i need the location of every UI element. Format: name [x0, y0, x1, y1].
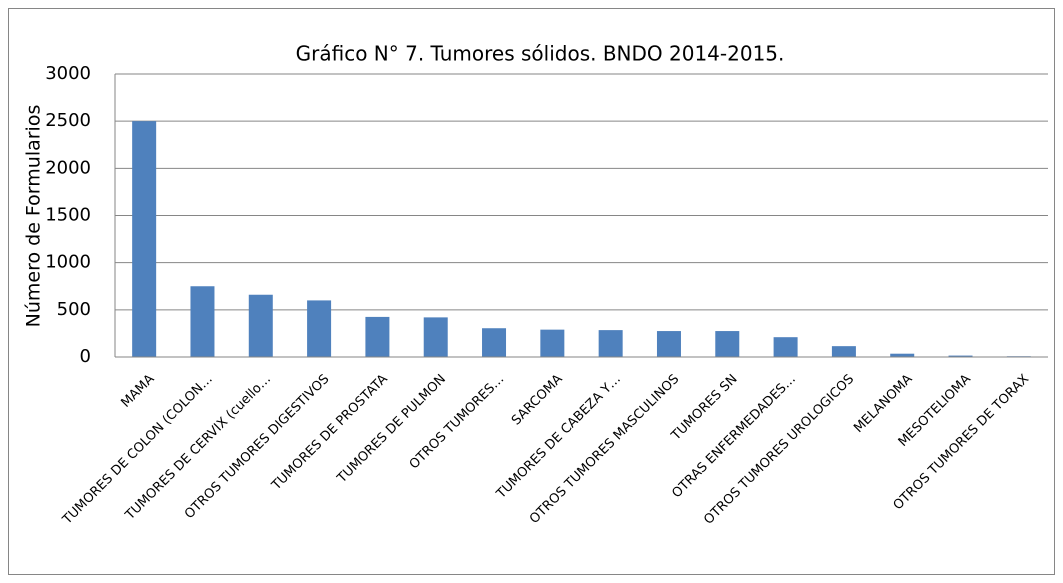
y-tick-label: 500: [57, 299, 91, 320]
bar: [307, 300, 332, 357]
y-tick-label: 1000: [45, 252, 91, 273]
chart-title: Gráfico N° 7. Tumores sólidos. BNDO 2014…: [296, 42, 785, 66]
bar: [948, 355, 973, 357]
bar: [598, 330, 623, 357]
bar: [540, 329, 565, 357]
bar: [423, 317, 448, 357]
y-tick-label: 2500: [45, 110, 91, 131]
bar: [482, 328, 507, 357]
bar: [190, 286, 215, 357]
y-tick-label: 3000: [45, 63, 91, 84]
bar: [365, 316, 390, 357]
bar: [248, 294, 273, 357]
y-tick-label: 2000: [45, 157, 91, 178]
bar: [773, 337, 798, 357]
y-tick-label: 1500: [45, 205, 91, 226]
bar: [715, 331, 740, 357]
bar: [890, 353, 915, 357]
y-tick-label: 0: [80, 346, 91, 367]
bar: [831, 346, 856, 357]
chart-border: [8, 8, 1055, 575]
bar: [656, 331, 681, 357]
bar: [132, 121, 157, 358]
y-axis-label: Número de Formularios: [23, 105, 45, 328]
